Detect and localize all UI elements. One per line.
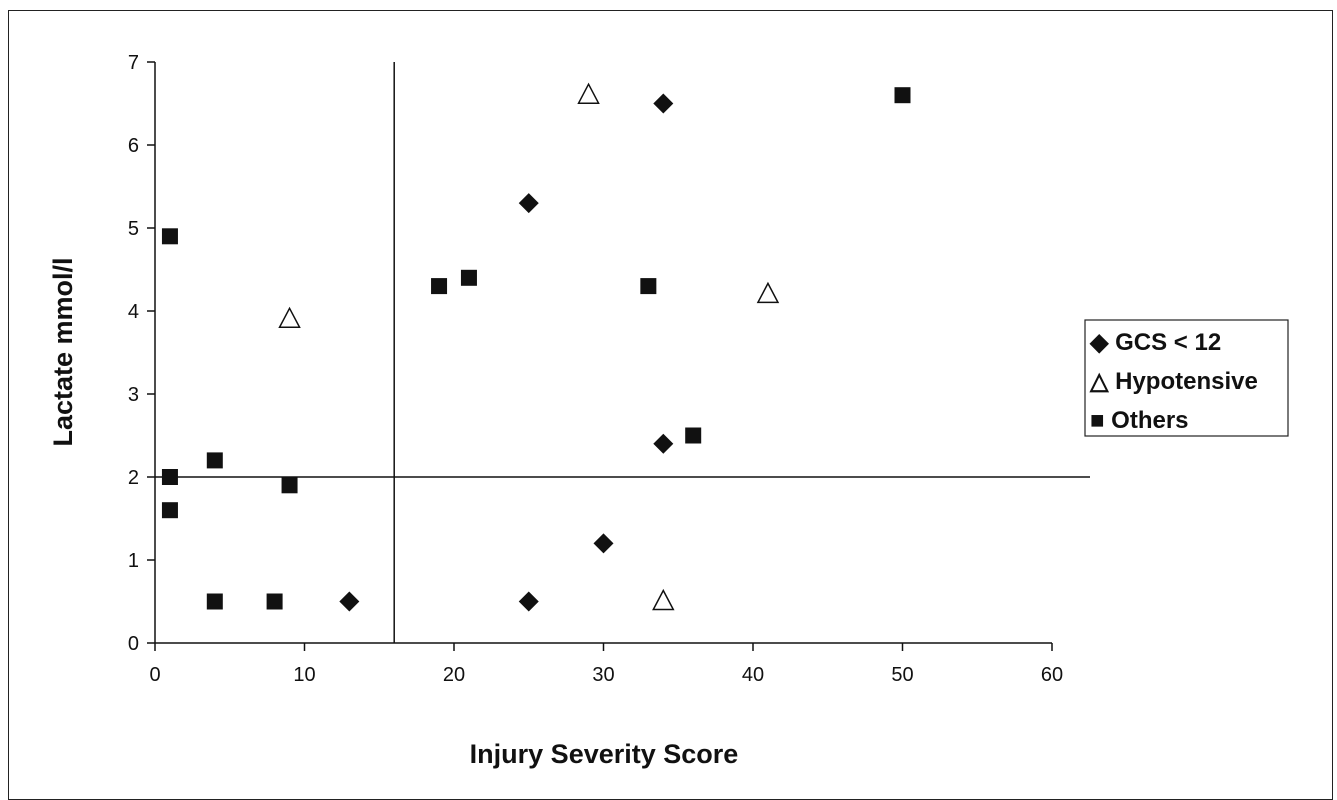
- legend-item-hypotensive: △ Hypotensive: [1089, 368, 1258, 395]
- x-axis-title: Injury Severity Score: [470, 739, 739, 769]
- x-tick-label: 60: [1041, 664, 1063, 686]
- others-point: [161, 502, 178, 519]
- others-point: [431, 278, 448, 295]
- others-point: [685, 427, 702, 444]
- gcs-point: [653, 433, 674, 454]
- gcs-point: [518, 193, 539, 214]
- y-tick-label: 2: [128, 467, 139, 489]
- y-tick-label: 7: [128, 52, 139, 74]
- others-point: [161, 228, 178, 245]
- y-tick-label: 1: [128, 550, 139, 572]
- x-tick-label: 30: [592, 664, 614, 686]
- others-point: [206, 452, 223, 469]
- legend-item-gcs: ◆ GCS < 12: [1089, 329, 1221, 356]
- hypotensive-point: [756, 281, 780, 304]
- hypotensive-point: [278, 306, 301, 329]
- axes: [147, 61, 1053, 651]
- gcs-point: [653, 93, 674, 114]
- y-tick-label: 5: [128, 218, 139, 240]
- others-point: [894, 87, 911, 104]
- others-point: [460, 269, 477, 286]
- gcs-point: [339, 591, 360, 612]
- legend-item-others: ■ Others: [1090, 407, 1189, 434]
- others-point: [161, 469, 178, 485]
- legend: ◆ GCS < 12 △ Hypotensive ■ Others: [1084, 319, 1289, 437]
- others-point: [266, 593, 283, 610]
- x-tick-label: 20: [443, 664, 465, 686]
- gcs-point: [593, 533, 614, 554]
- data-points: [161, 82, 911, 612]
- y-tick-label: 6: [128, 135, 139, 157]
- y-tick-label: 0: [128, 633, 139, 655]
- y-tick-label: 4: [128, 301, 139, 323]
- gcs-point: [518, 591, 539, 612]
- hypotensive-point: [652, 588, 675, 611]
- x-tick-label: 40: [742, 664, 764, 686]
- y-tick-label: 3: [128, 384, 139, 406]
- x-tick-label: 0: [149, 664, 160, 686]
- reference-lines: [155, 62, 1090, 643]
- legend-box: [1084, 319, 1289, 437]
- x-tick-label: 10: [293, 664, 315, 686]
- hypotensive-point: [577, 82, 600, 104]
- others-point: [281, 477, 298, 494]
- x-tick-label: 50: [891, 664, 913, 686]
- tick-labels: 0 1 2 3 4 5 6 7 0 10 20 30 40 50 60: [128, 52, 1063, 686]
- others-point: [640, 278, 657, 295]
- y-axis-title: Lactate mmol/l: [48, 257, 78, 446]
- others-point: [206, 593, 223, 610]
